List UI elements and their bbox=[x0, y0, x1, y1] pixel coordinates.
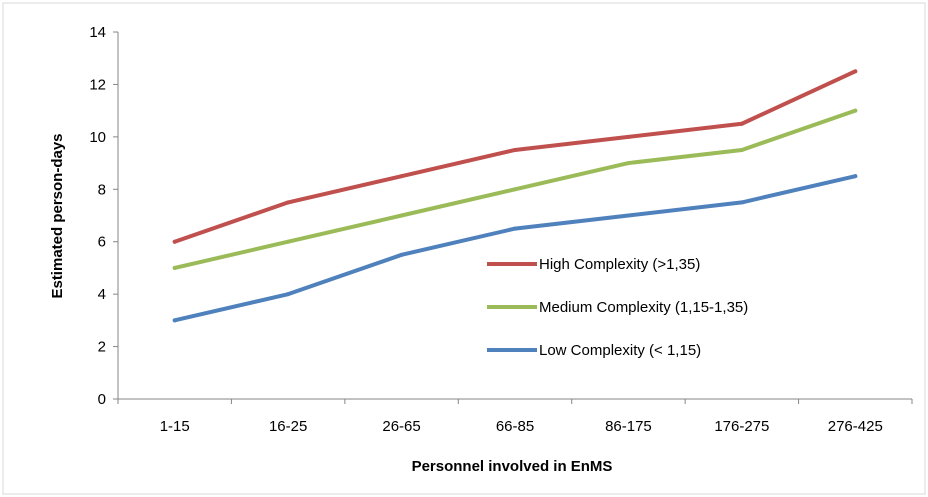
data-point bbox=[399, 174, 404, 179]
data-point bbox=[286, 292, 291, 297]
y-axis-title: Estimated person-days bbox=[49, 133, 66, 298]
data-point bbox=[513, 187, 517, 192]
data-point bbox=[172, 239, 177, 244]
y-tick-label: 6 bbox=[98, 234, 106, 251]
x-tick-label: 26-65 bbox=[382, 418, 420, 435]
x-axis-title: Personnel involved in EnMS bbox=[412, 458, 613, 475]
legend-label: High Complexity (>1,35) bbox=[539, 256, 700, 273]
data-point bbox=[172, 318, 177, 323]
y-tick-label: 8 bbox=[98, 181, 106, 198]
y-tick-label: 0 bbox=[98, 391, 106, 408]
y-tick-label: 2 bbox=[98, 339, 106, 356]
x-tick-label: 66-85 bbox=[496, 418, 534, 435]
data-point bbox=[399, 213, 404, 218]
data-point bbox=[172, 265, 177, 270]
data-point bbox=[739, 121, 744, 126]
x-tick-label: 176-275 bbox=[714, 418, 769, 435]
data-point bbox=[626, 161, 631, 166]
x-tick-label: 1-15 bbox=[160, 418, 190, 435]
data-point bbox=[853, 69, 858, 74]
data-point bbox=[399, 252, 404, 257]
y-tick-label: 4 bbox=[98, 286, 106, 303]
x-tick-label: 276-425 bbox=[828, 418, 883, 435]
y-tick-label: 12 bbox=[89, 76, 106, 93]
x-tick-label: 16-25 bbox=[269, 418, 307, 435]
legend-label: Low Complexity (< 1,15) bbox=[539, 342, 701, 359]
legend: High Complexity (>1,35) Medium Complexity… bbox=[487, 256, 748, 359]
data-point bbox=[739, 200, 744, 205]
data-point bbox=[513, 147, 517, 152]
data-point bbox=[853, 108, 858, 113]
axes: 0 2 4 6 8 10 12 14 1-15 16-25 26-65 66-85 86-175 176-… bbox=[89, 24, 913, 435]
data-point bbox=[626, 213, 631, 218]
data-point bbox=[513, 226, 517, 231]
y-tick-label: 10 bbox=[89, 129, 106, 146]
data-point bbox=[739, 147, 744, 152]
data-point bbox=[626, 134, 631, 139]
legend-label: Medium Complexity (1,15-1,35) bbox=[539, 299, 748, 316]
data-point bbox=[853, 174, 858, 179]
y-tick-label: 14 bbox=[89, 24, 106, 41]
data-point bbox=[286, 239, 291, 244]
series-layer bbox=[172, 69, 858, 323]
x-tick-label: 86-175 bbox=[605, 418, 652, 435]
data-point bbox=[286, 200, 291, 205]
